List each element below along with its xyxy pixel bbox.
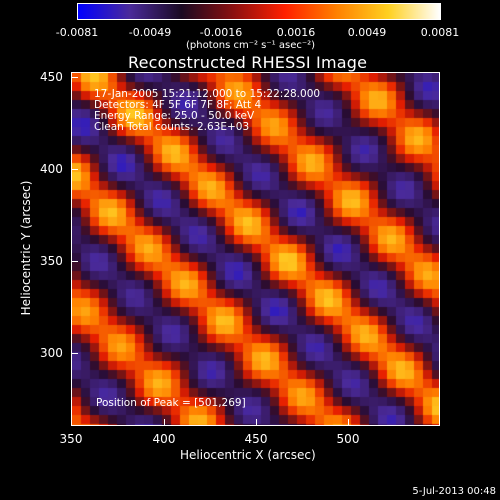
y-tick-label: 350 (40, 254, 63, 268)
clean-counts-info: Clean Total counts: 2.63E+03 (94, 121, 250, 133)
energy-range-info: Energy Range: 25.0 - 50.0 keV (94, 110, 255, 122)
page-title: Reconstructed RHESSI Image (128, 53, 368, 72)
x-tick-mark (164, 419, 165, 426)
peak-position-label: Position of Peak = [501,269] (96, 397, 246, 409)
x-tick-label: 350 (59, 432, 83, 446)
colorbar-tick-label: -0.0081 (55, 26, 99, 39)
y-axis-label: Heliocentric Y (arcsec) (19, 180, 33, 316)
x-tick-label: 450 (244, 432, 268, 446)
y-tick-mark (71, 77, 78, 78)
x-axis-label: Heliocentric X (arcsec) (180, 448, 316, 462)
colorbar-tick-label: -0.0016 (199, 26, 243, 39)
colorbar (77, 3, 441, 20)
colorbar-tick-label: 0.0016 (276, 26, 316, 39)
observation-time: 17-Jan-2005 15:21:12.000 to 15:22:28.000 (94, 88, 321, 100)
x-tick-label: 400 (152, 432, 176, 446)
y-tick-label: 450 (40, 70, 63, 84)
x-tick-mark (348, 419, 349, 426)
colorbar-tick-label: 0.0049 (347, 26, 387, 39)
x-tick-mark (71, 419, 72, 426)
y-tick-label: 300 (40, 346, 63, 360)
colorbar-tick-label: 0.0081 (420, 26, 460, 39)
rhessi-image-canvas (72, 73, 439, 425)
y-tick-mark (71, 261, 78, 262)
rhessi-image-plot: 17-Jan-2005 15:21:12.000 to 15:22:28.000… (71, 72, 440, 426)
colorbar-units: (photons cm⁻² s⁻¹ asec⁻²) (186, 40, 316, 51)
y-tick-mark (71, 353, 78, 354)
x-tick-label: 500 (336, 432, 360, 446)
detectors-info: Detectors: 4F 5F 6F 7F 8F; Att 4 (94, 99, 262, 111)
colorbar-tick-label: -0.0049 (128, 26, 172, 39)
footer-date: 5-Jul-2013 00:48 (412, 486, 496, 497)
x-tick-mark (256, 419, 257, 426)
y-tick-label: 400 (40, 162, 63, 176)
y-tick-mark (71, 169, 78, 170)
